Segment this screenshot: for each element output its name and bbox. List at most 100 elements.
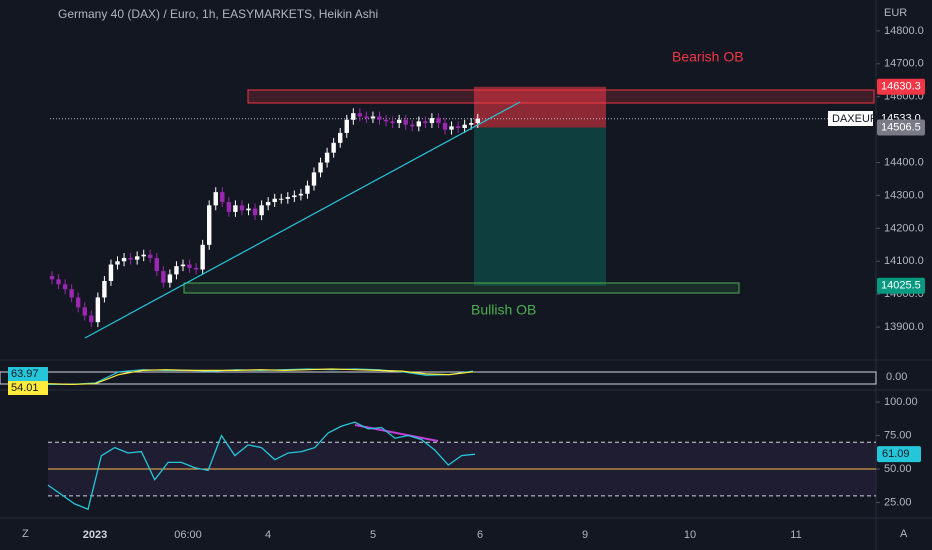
candle-body	[128, 257, 133, 260]
candle-body	[226, 202, 232, 212]
bearish-label: Bearish OB	[672, 49, 744, 65]
candle-body	[180, 264, 186, 267]
rsi-line	[47, 421, 476, 511]
candle-body	[213, 192, 218, 206]
candle-body	[305, 185, 310, 194]
candle-body	[377, 116, 382, 120]
osc-line	[47, 368, 474, 386]
x-tick-label: 9	[582, 529, 588, 541]
candle-body	[292, 195, 297, 198]
target-price-label-box	[877, 277, 925, 294]
candle-body	[252, 208, 258, 216]
currency: EUR	[884, 7, 907, 19]
candle-body	[62, 284, 68, 290]
rsi-tick-label: 50.00	[884, 463, 912, 475]
candle-body	[141, 254, 146, 257]
candle-body	[121, 257, 127, 262]
candle-body	[357, 113, 363, 117]
corner-right: A	[900, 528, 908, 540]
rsi-last-label: 61.09	[882, 448, 910, 460]
candle-body	[390, 121, 395, 124]
candle-body	[449, 126, 454, 130]
candle-body	[82, 307, 87, 316]
candle-body	[469, 123, 474, 125]
candle-body	[207, 205, 212, 245]
candle-body	[331, 142, 336, 153]
candle-body	[69, 289, 74, 298]
candle-body	[95, 297, 101, 323]
candle-body	[311, 172, 317, 186]
rsi-tick-label: 100.00	[884, 396, 918, 408]
candle-body	[429, 118, 435, 124]
candle-body	[259, 205, 264, 216]
entry-price-label: 14506.5	[881, 121, 921, 133]
entry-price-label-box	[877, 119, 925, 136]
rsi-tick-label: 75.00	[884, 429, 912, 441]
osc-value-box	[8, 381, 48, 395]
candle-body	[239, 205, 245, 211]
symbol-box	[828, 111, 873, 126]
candle-body	[410, 124, 415, 127]
candle-body	[76, 297, 81, 308]
candle-body	[56, 279, 61, 285]
candle-body	[285, 197, 290, 199]
candle-body	[436, 118, 441, 124]
candle-body	[154, 257, 159, 272]
x-tick-label: 11	[790, 529, 801, 541]
candle-body	[89, 315, 94, 323]
osc-value: 54.01	[11, 382, 39, 394]
candle-body	[442, 123, 448, 130]
candle-body	[134, 256, 140, 260]
candle-body	[396, 119, 402, 124]
x-tick-label: 6	[477, 529, 483, 541]
y-tick-label: 14200.0	[884, 222, 924, 234]
candle-body	[475, 118, 480, 124]
y-tick-label: 13900.0	[884, 321, 924, 333]
candle-body	[272, 198, 277, 203]
candle-body	[298, 193, 304, 196]
y-tick-label: 14300.0	[884, 189, 924, 201]
candle-body	[265, 202, 271, 206]
candle-body	[174, 266, 179, 275]
osc-line	[48, 368, 474, 385]
stop-zone	[474, 86, 606, 128]
bullish-label: Bullish OB	[471, 302, 536, 318]
candle-body	[161, 271, 166, 283]
candle-body	[364, 116, 369, 119]
candle-body	[351, 113, 356, 120]
x-tick-label: 4	[265, 529, 271, 541]
divergence-line	[354, 424, 439, 442]
candle-body	[455, 126, 461, 128]
osc-value-box	[8, 367, 48, 381]
candle-body	[383, 119, 389, 122]
rsi-tick-label: 25.00	[884, 496, 912, 508]
candle-body	[370, 116, 376, 119]
stop-price-label-box	[877, 78, 925, 95]
candle-body	[403, 119, 408, 125]
stop-price-label: 14630.3	[881, 81, 921, 93]
bearish-ob-box	[247, 89, 875, 104]
candle-body	[167, 274, 173, 283]
candle-body	[115, 261, 120, 265]
y-tick-label: 14400.0	[884, 156, 924, 168]
candle-body	[233, 205, 238, 212]
candle-body	[246, 208, 251, 211]
y-tick-label: 14100.0	[884, 255, 924, 267]
bullish-ob-box	[183, 282, 740, 294]
x-tick-label: 2023	[83, 529, 107, 541]
candle-body	[462, 124, 467, 128]
candle-body	[148, 254, 153, 258]
osc-value: 63.97	[11, 368, 39, 380]
candle-body	[108, 264, 114, 282]
candle-body	[318, 162, 323, 173]
candle-body	[324, 152, 330, 163]
candle-body	[200, 244, 205, 270]
osc-zero-label: 0.00	[886, 371, 907, 383]
x-tick-label: 5	[370, 529, 376, 541]
candle-body	[338, 132, 343, 143]
target-price-label: 14025.5	[881, 280, 921, 292]
trend-line	[84, 101, 521, 339]
